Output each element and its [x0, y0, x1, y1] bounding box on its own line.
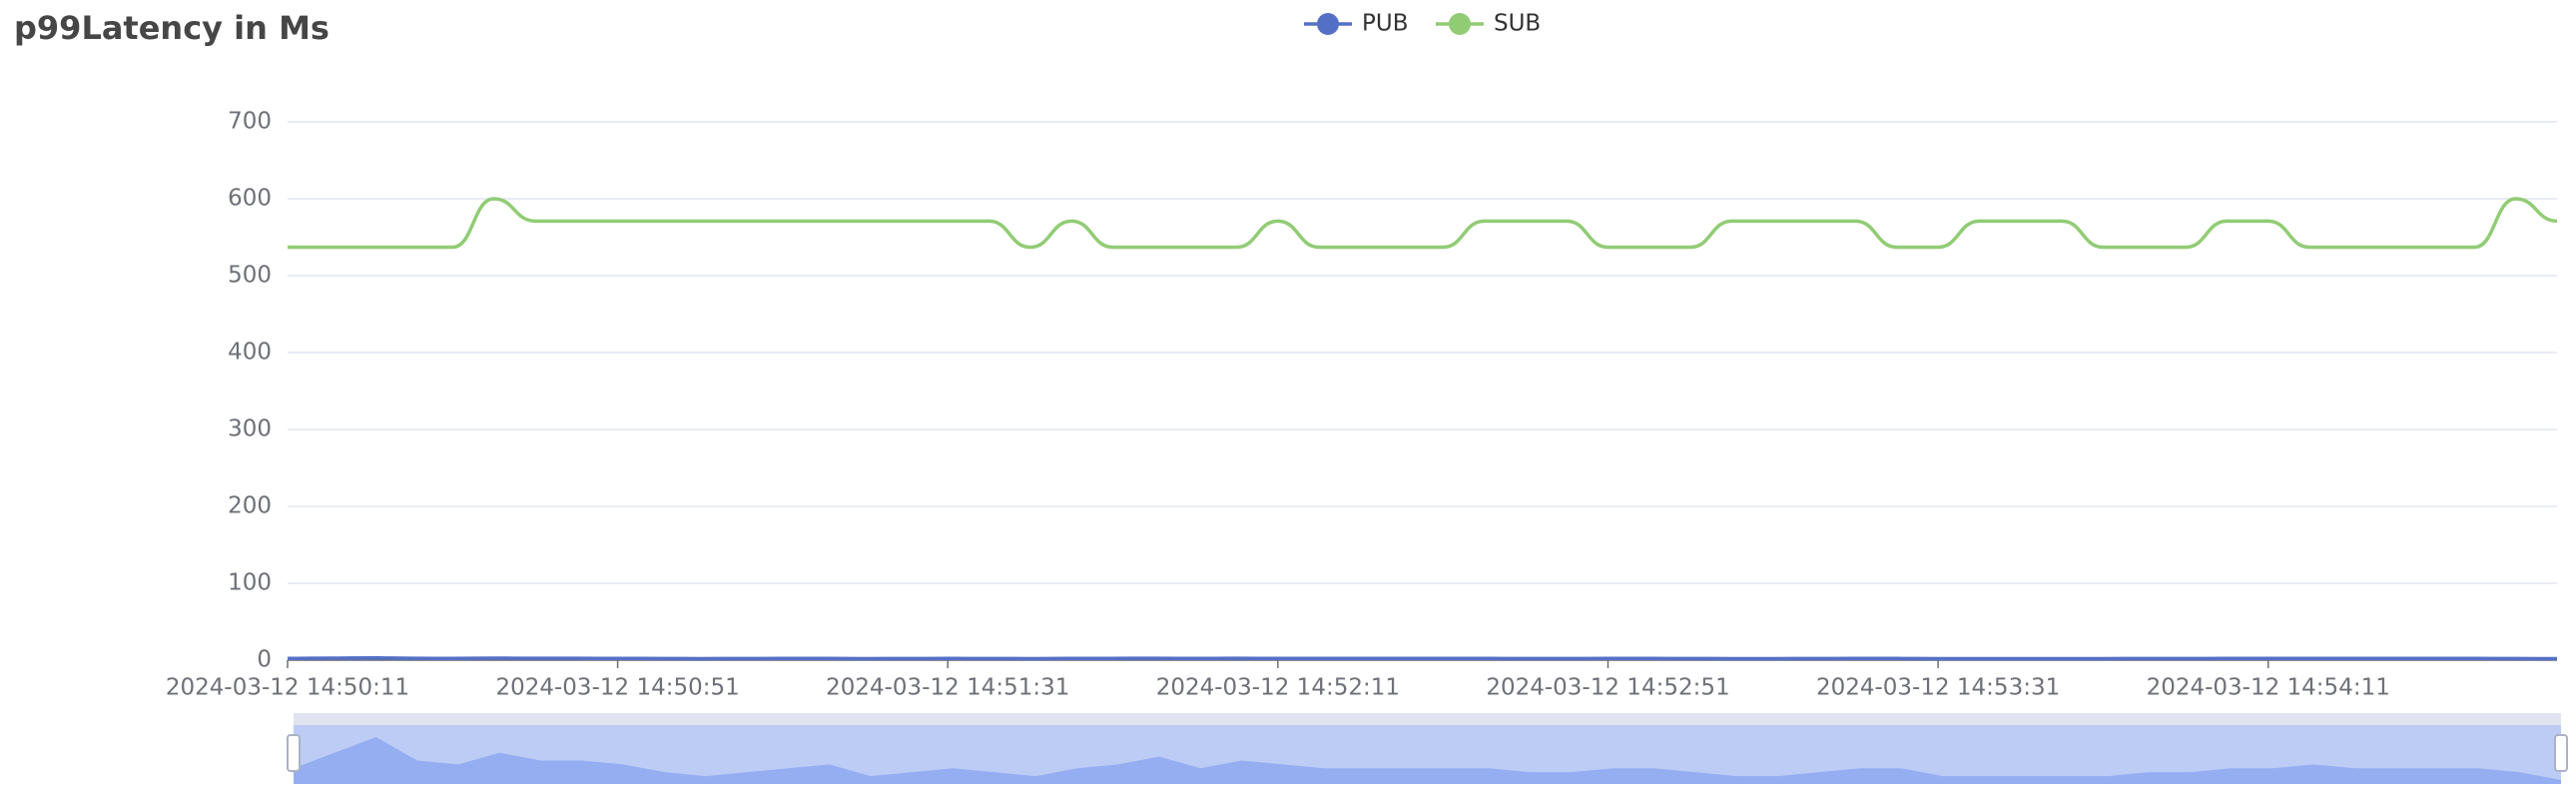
series-line	[287, 655, 2558, 661]
y-tick-label: 0	[257, 647, 272, 673]
x-tick-label: 2024-03-12 14:53:31	[1816, 675, 2060, 701]
zoom-area	[294, 737, 2561, 784]
x-tick-label: 2024-03-12 14:54:11	[2147, 675, 2390, 701]
chart-title: p99Latency in Ms	[14, 9, 329, 47]
zoom-handle[interactable]	[287, 734, 301, 772]
y-tick-label: 700	[228, 109, 272, 135]
x-tick-label: 2024-03-12 14:52:51	[1486, 675, 1729, 701]
x-tick-label: 2024-03-12 14:50:11	[166, 675, 409, 701]
legend-icon[interactable]	[1317, 13, 1339, 35]
x-tick-label: 2024-03-12 14:52:11	[1156, 675, 1400, 701]
y-tick-label: 500	[228, 263, 272, 289]
y-tick-label: 100	[228, 570, 272, 596]
legend legend-label[interactable]: SUB	[1494, 11, 1541, 37]
y-tick-label: 600	[228, 186, 272, 212]
y-tick-label: 300	[228, 416, 272, 442]
x-tick-label: 2024-03-12 14:50:51	[495, 675, 739, 701]
zoom-bar-top[interactable]	[294, 713, 2561, 725]
zoom-handle[interactable]	[2554, 734, 2568, 772]
legend legend-label[interactable]: PUB	[1362, 11, 1408, 37]
x-tick-label: 2024-03-12 14:51:31	[826, 675, 1069, 701]
y-tick-label: 400	[228, 340, 272, 366]
y-tick-label: 200	[228, 493, 272, 519]
series-line	[288, 197, 2558, 250]
legend-icon[interactable]	[1449, 13, 1471, 35]
